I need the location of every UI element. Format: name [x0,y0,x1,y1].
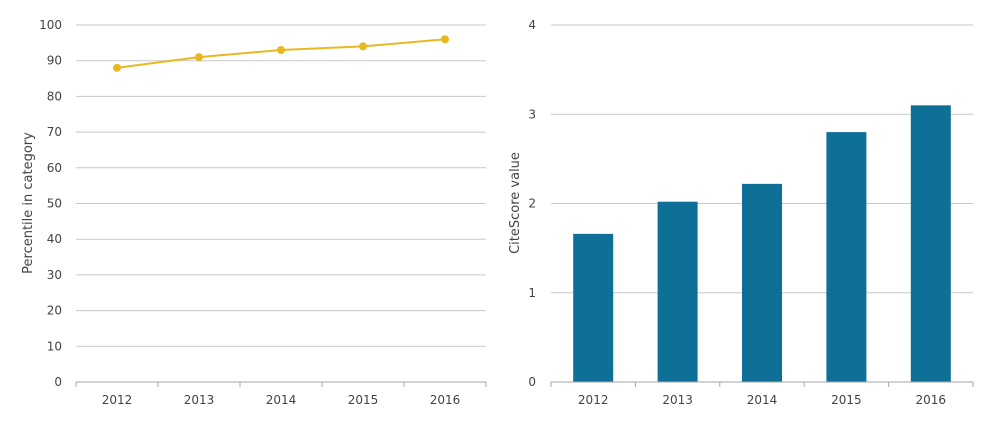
line-chart-y-tick-labels: 0 10 20 30 40 50 60 70 80 90 100 [39,18,62,389]
line-chart-x-axis: 2012 2013 2014 2015 2016 [75,381,487,407]
bar-chart-y-axis-label: CiteScore value [508,152,523,254]
line-chart-y-tick-label: 50 [47,197,62,211]
line-chart-x-tick-label: 2015 [348,393,379,407]
bar-chart-y-tick-label: 4 [528,18,536,32]
line-chart-data-point [195,53,203,62]
bar-chart-x-axis: 2012 2013 2014 2015 2016 [550,381,974,407]
bar-chart-bars [573,105,951,382]
line-chart-y-tick-label: 20 [47,304,62,318]
line-chart-y-tick-label: 40 [47,232,62,246]
line-chart-y-tick-label: 80 [47,89,62,103]
citescore-bar-chart: 0 1 2 3 4 2012 2013 2014 2015 2016 CiteScore val… [508,18,974,407]
line-chart-x-tick-label: 2016 [430,393,461,407]
line-chart-y-tick-label: 60 [47,161,62,175]
bar-chart-y-tick-label: 0 [528,375,536,389]
bar-chart-y-tick-label: 3 [528,107,536,121]
line-chart-data-point [441,35,449,44]
line-chart-gridlines [76,24,486,347]
bar-chart-x-tick-label: 2016 [916,393,947,407]
bar-chart-x-tick-label: 2015 [831,393,862,407]
line-chart-y-tick-label: 30 [47,268,62,282]
bar-chart-bar [573,233,614,382]
line-chart-y-tick-label: 10 [47,339,62,353]
line-chart-x-tick-label: 2014 [266,393,297,407]
line-chart-y-tick-label: 100 [39,18,62,32]
bar-chart-x-tick-label: 2013 [662,393,693,407]
line-chart-y-tick-label: 0 [54,375,62,389]
bar-chart-x-tick-label: 2012 [578,393,609,407]
line-chart-x-tick-label: 2013 [184,393,215,407]
bar-chart-bar [657,201,698,382]
bar-chart-y-tick-label: 2 [528,197,536,211]
bar-chart-bar [742,183,782,382]
line-chart-data-point [113,63,121,72]
line-chart-x-tick-label: 2012 [102,393,133,407]
line-chart-data-point [277,45,285,54]
bar-chart-y-tick-labels: 0 1 2 3 4 [528,18,536,389]
line-chart-y-tick-label: 90 [47,54,62,68]
bar-chart-bar [826,132,867,382]
bar-chart-x-tick-label: 2014 [747,393,778,407]
line-chart-y-tick-label: 70 [47,125,62,139]
line-chart-y-axis-label: Percentile in category [21,132,36,274]
line-chart-series [113,35,449,72]
bar-chart-y-tick-label: 1 [528,286,536,300]
line-chart-data-point [359,42,367,51]
bar-chart-bar [910,105,951,382]
